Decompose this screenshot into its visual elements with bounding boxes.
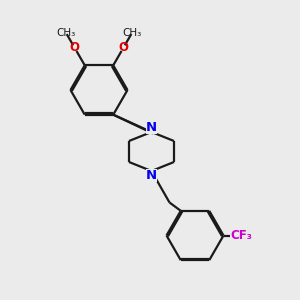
Text: N: N xyxy=(146,169,157,182)
Text: CH₃: CH₃ xyxy=(122,28,142,38)
Text: CF₃: CF₃ xyxy=(231,229,252,242)
Text: N: N xyxy=(146,121,157,134)
Text: CH₃: CH₃ xyxy=(56,28,76,38)
Text: O: O xyxy=(118,41,128,54)
Text: O: O xyxy=(70,41,80,54)
